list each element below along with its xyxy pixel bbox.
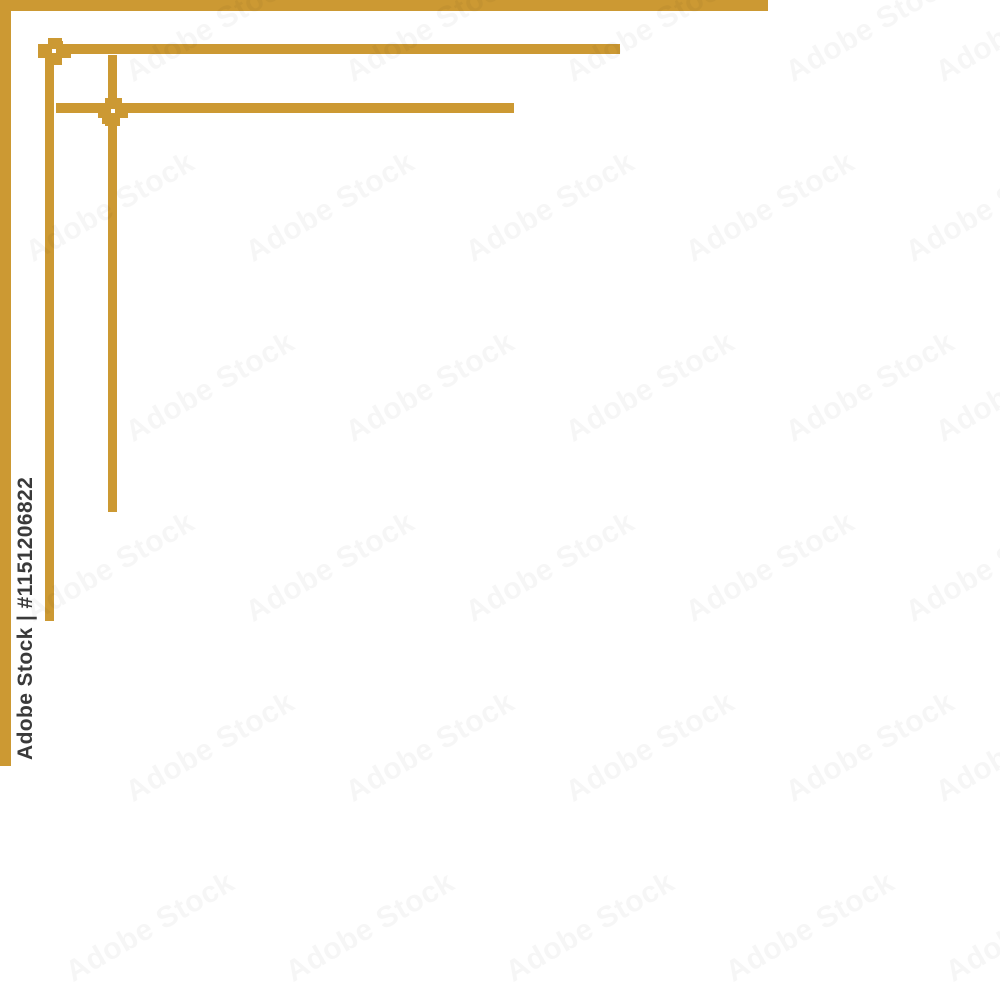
inner-rule-left-bar (45, 44, 54, 621)
knot-inner-icon (98, 98, 128, 126)
outer-border-top-bar (0, 0, 768, 11)
knot2-center-aperture (111, 109, 115, 113)
knot1-center-aperture (52, 49, 56, 53)
knot-upper-left-icon (38, 38, 71, 65)
knot1-nub-upper (55, 41, 63, 49)
outer-border-left-bar (0, 0, 11, 766)
secondary-rule-top-bar (56, 103, 514, 113)
knot2-nub-upper-right (113, 98, 122, 107)
knot2-nub-lower-left (102, 115, 111, 124)
ornament-strokes (0, 0, 768, 766)
watermark-credit-label: Adobe Stock | #1151206822 (14, 476, 37, 760)
inner-rule-top-bar (45, 44, 620, 54)
secondary-rule-left-bar (108, 55, 117, 512)
